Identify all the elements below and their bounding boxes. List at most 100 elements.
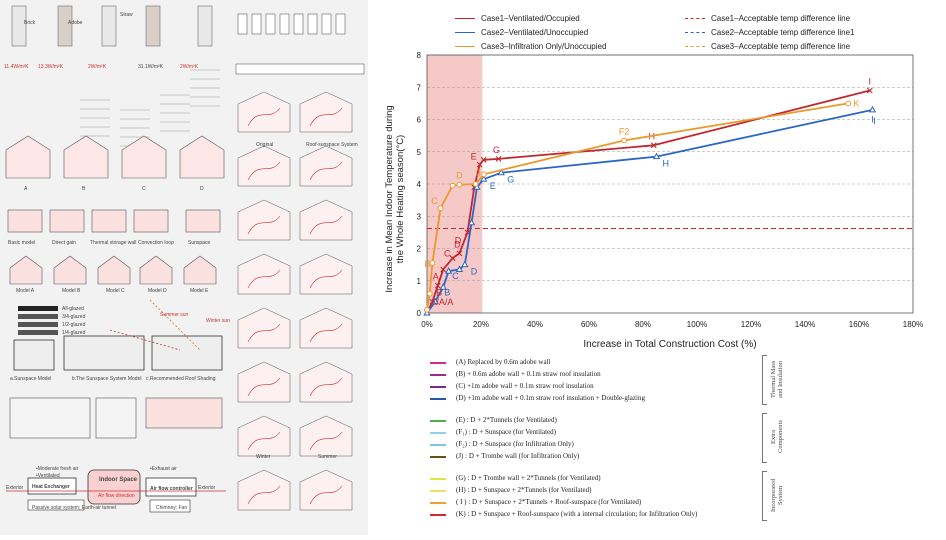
desc-swatch-g: [430, 478, 446, 480]
data-point-case2: [439, 283, 447, 290]
data-point-case1: [456, 250, 463, 257]
mini-wall-icon: [293, 13, 304, 35]
mini-wall-icon: [307, 13, 318, 35]
point-label: J: [476, 168, 481, 178]
model-convection: Convection loop: [138, 240, 174, 246]
right-house-airflow: [309, 269, 343, 289]
right-house: [299, 145, 353, 187]
section-b: B: [82, 186, 86, 192]
legend-swatch-case1: [455, 18, 475, 19]
mini-wall-icon: [251, 13, 262, 35]
data-point-case3: [845, 100, 852, 107]
right-house-airflow: [309, 107, 343, 127]
group-label-incorporated: Incorporated System: [770, 478, 784, 512]
data-point-case2: [480, 175, 488, 182]
legend-swatch-case3: [455, 46, 475, 47]
group-brace-incorporated: [762, 471, 767, 521]
left-figure-illustrations: [5, 5, 365, 513]
right-house-airflow: [309, 377, 343, 397]
data-point-case2: [868, 105, 877, 113]
desc-text-d: (D) +1m adobe wall + 0.1m straw roof ins…: [456, 394, 645, 402]
model-house: [49, 209, 85, 233]
chart-legend: Case1–Ventilated/Occupied Case2–Ventilat…: [455, 14, 935, 54]
right-house: [237, 361, 291, 403]
x-tick-label: 80%: [635, 320, 651, 329]
right-house-airflow: [247, 269, 281, 289]
model-house: [91, 209, 127, 233]
data-point-case1: [476, 161, 483, 168]
desc-text-i: ( I ) : D + Sunspace + 2*Tunnels + Roof-…: [456, 498, 642, 506]
option-descriptions: (A) Replaced by 0.6m adobe wall (B) + 0.…: [430, 355, 942, 525]
glazing-bar: [18, 306, 58, 311]
point-label: I: [869, 76, 872, 86]
data-point-case1: [434, 282, 441, 289]
right-house-airflow: [309, 431, 343, 451]
data-point-case3: [449, 182, 456, 189]
submodel-house: [53, 255, 87, 285]
right-house-airflow: [309, 485, 343, 505]
x-tick-label: 120%: [741, 320, 761, 329]
data-point-case3: [426, 290, 433, 297]
legend-label-case3: Case3–Infiltration Only/Unoccupied: [481, 42, 607, 51]
point-label: H: [663, 159, 670, 169]
data-point-case1: [449, 255, 456, 262]
x-tick-label: 40%: [527, 320, 543, 329]
x-tick-label: 140%: [795, 320, 815, 329]
data-point-case2: [431, 297, 439, 305]
legend-swatch-ref1: [685, 18, 705, 19]
sunspace-model-c: [151, 335, 223, 371]
right-house-airflow: [247, 107, 281, 127]
desc-text-f2: (F₂) : D + Sunspace (for Infiltration On…: [456, 440, 574, 448]
submodel-c: Model C: [106, 288, 125, 294]
data-point-case2: [455, 265, 464, 272]
model-thermal: Thermal storage wall: [90, 240, 137, 246]
sun-ray-winter: [109, 329, 181, 351]
desc-swatch-j: [430, 456, 446, 458]
glazing-bar: [18, 322, 58, 327]
data-point-case2: [444, 267, 453, 274]
model-sunspace: Sunspace: [188, 240, 211, 246]
data-point-case2: [652, 152, 661, 160]
x-tick-label: 180%: [903, 320, 923, 329]
right-house: [299, 253, 353, 295]
data-point-case3: [437, 205, 444, 212]
glazing-12: 1/2-glazed: [62, 322, 86, 328]
right-house: [299, 415, 353, 457]
desc-text-a: (A) Replaced by 0.6m adobe wall: [456, 358, 551, 366]
house-section: [5, 135, 51, 179]
tunnel-strip: [235, 63, 365, 75]
x-axis-title: Increase in Total Construction Cost (%): [583, 339, 756, 350]
winter-sun-label: Winter sun: [206, 318, 230, 324]
wall-section: [57, 5, 73, 47]
x-tick-label: 20%: [473, 320, 489, 329]
submodel-a: Model A: [16, 288, 35, 294]
group-brace-thermal: [762, 355, 767, 405]
glazing-all: All-glazed: [62, 306, 84, 312]
desc-text-g: (G) : D + Trombe wall + 2*Tunnels (for V…: [456, 474, 601, 482]
right-house: [237, 307, 291, 349]
data-point-case3: [480, 171, 487, 178]
sunspace-model-b: [63, 335, 145, 371]
model-house: [133, 209, 169, 233]
data-point-case3: [429, 260, 436, 266]
point-label: E: [471, 152, 477, 162]
submodel-house: [139, 255, 173, 285]
extra-point-label: C: [444, 249, 451, 259]
data-point-case1: [480, 156, 487, 163]
glazing-bar: [18, 330, 58, 335]
flow-box-passive: [27, 499, 85, 511]
flow-box-indoor: [87, 469, 141, 505]
material-straw: Straw: [120, 12, 133, 18]
y-tick-label: 2: [417, 245, 422, 254]
point-label: B: [424, 259, 430, 269]
right-house: [237, 415, 291, 457]
caption-sunspace-system: b.The Sunspace System Model: [72, 376, 142, 382]
right-house-airflow: [309, 161, 343, 181]
model-house: [185, 209, 221, 233]
right-house: [299, 361, 353, 403]
submodel-d: Model D: [148, 288, 167, 294]
desc-swatch-e: [430, 420, 446, 422]
data-point-case1: [866, 87, 873, 94]
desc-text-e: (E) : D + 2*Tunnels (for Ventilated): [456, 416, 557, 424]
